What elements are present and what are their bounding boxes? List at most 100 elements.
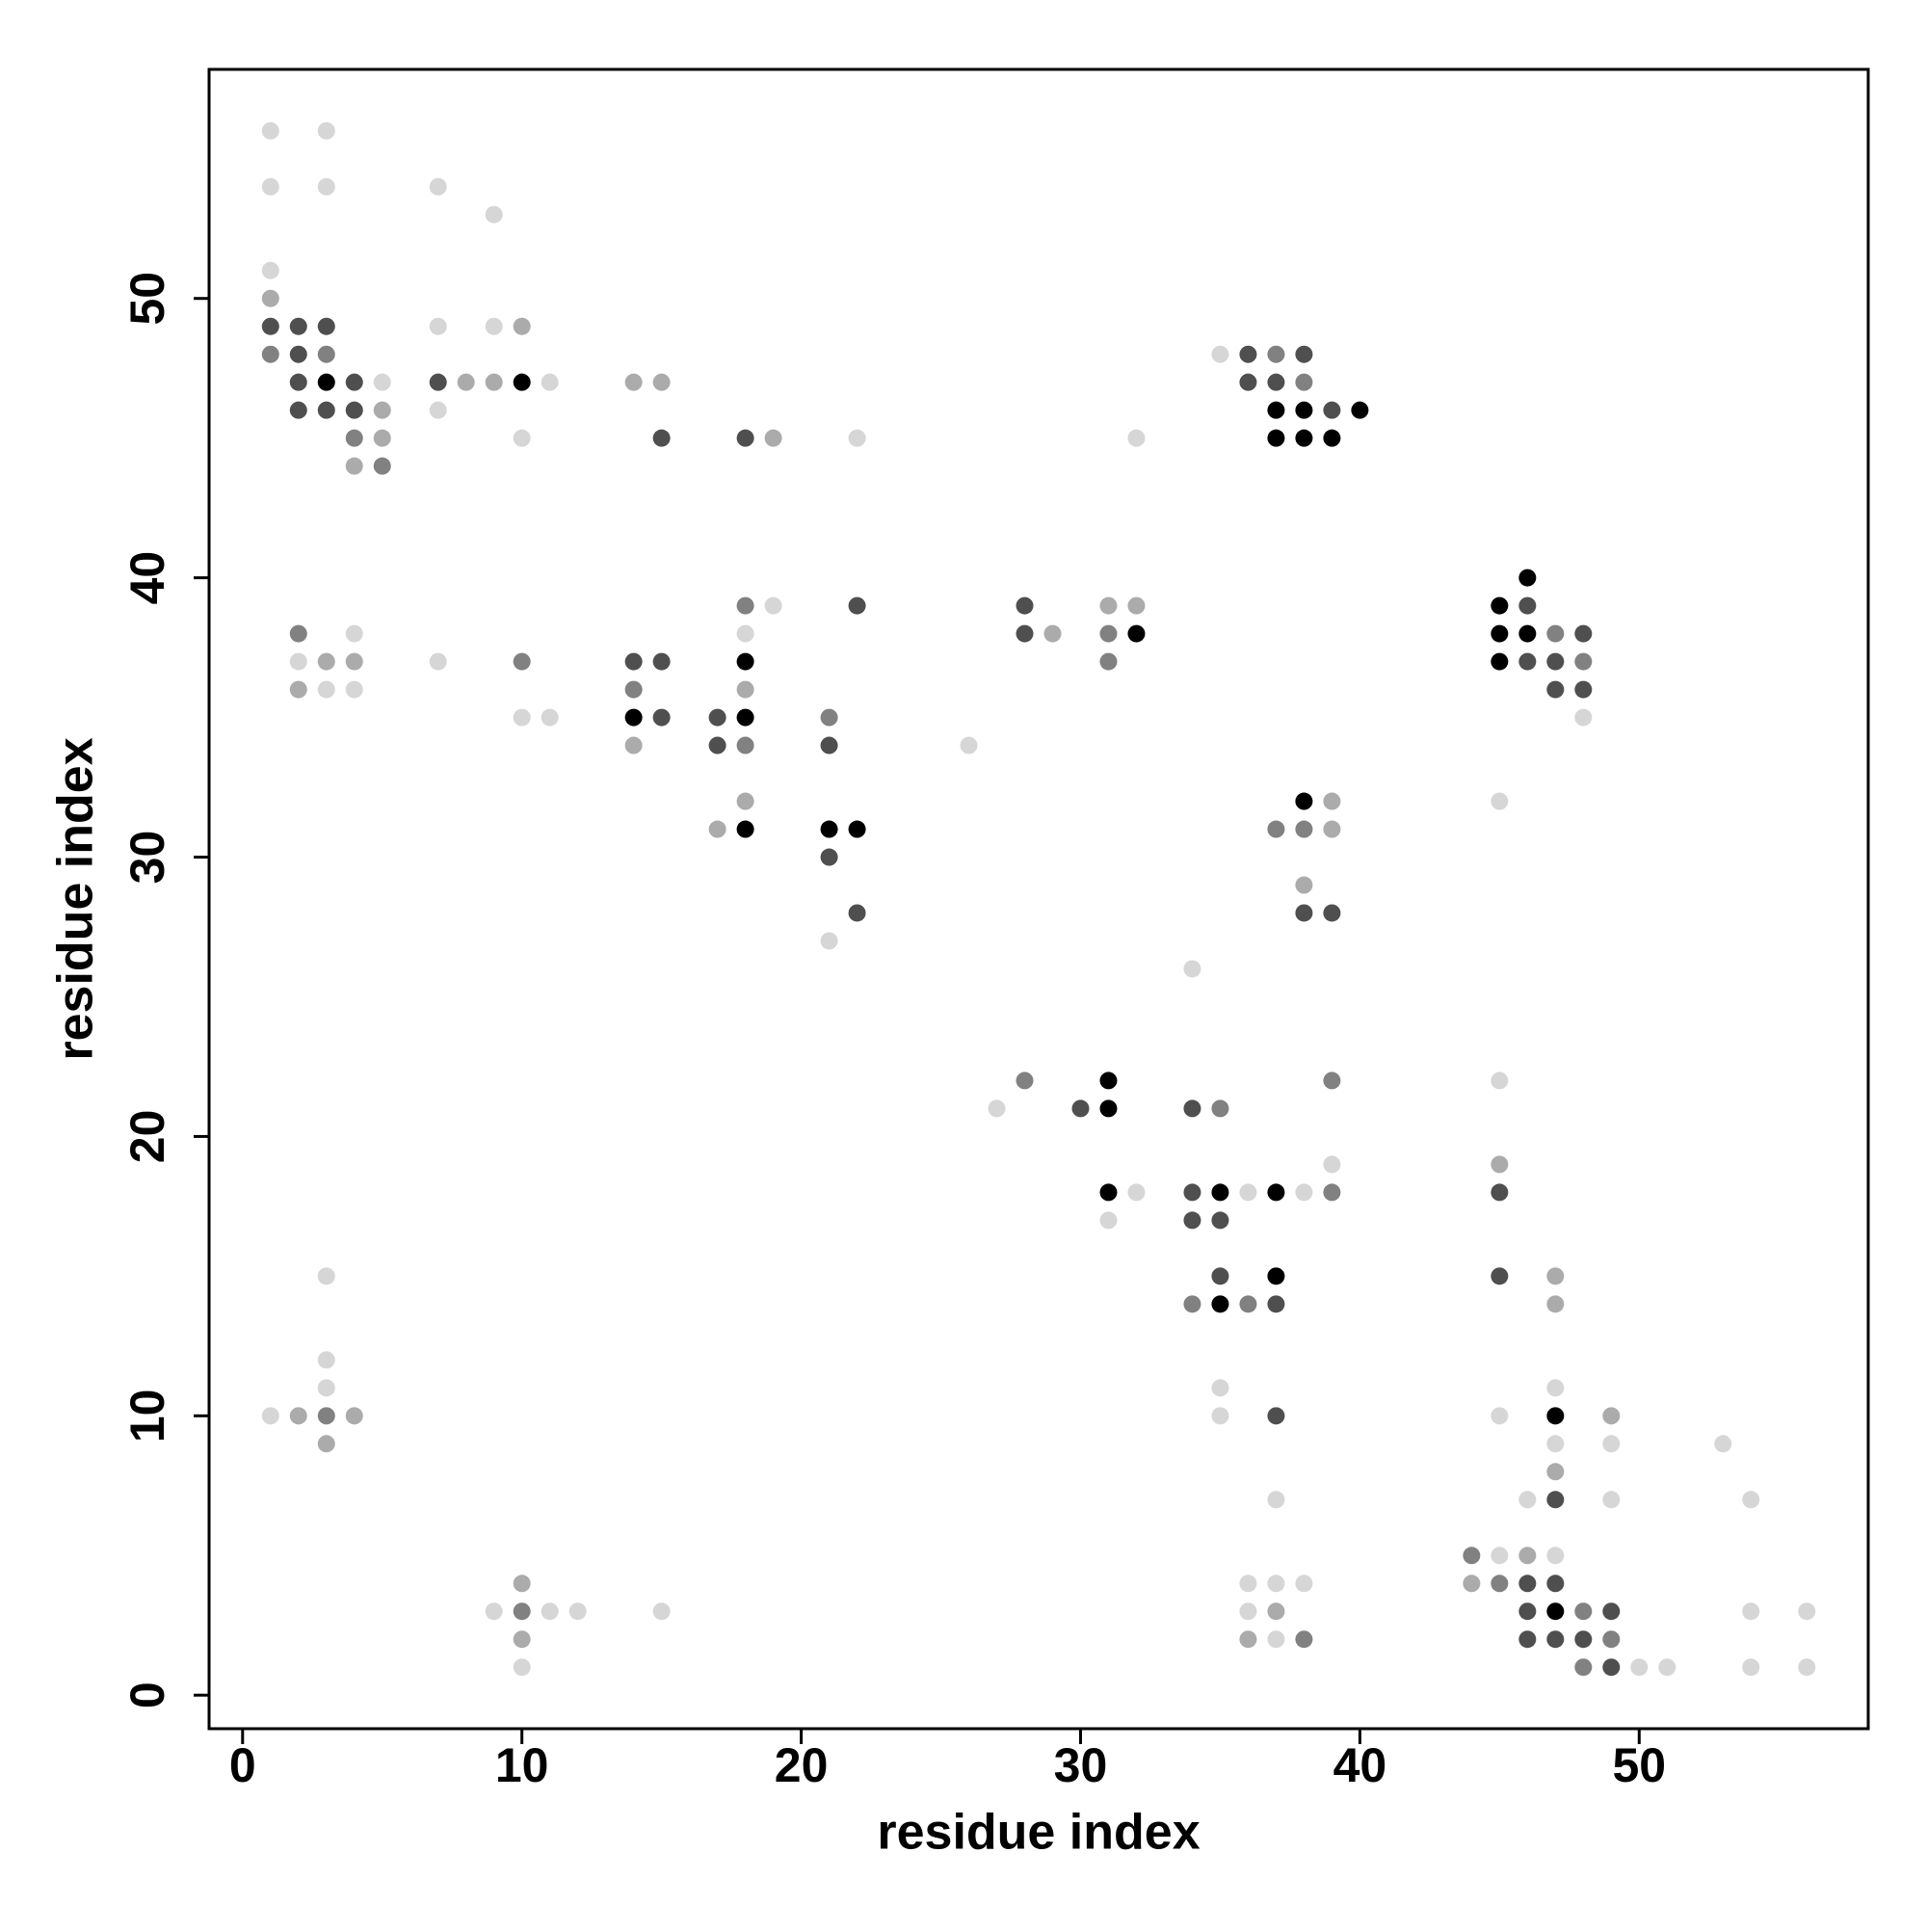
contact-point	[1518, 1602, 1537, 1621]
contact-point	[1491, 1547, 1509, 1565]
contact-point	[317, 345, 335, 363]
contact-point	[1239, 1575, 1257, 1593]
contact-point	[1491, 624, 1509, 643]
contact-point	[1239, 1183, 1257, 1202]
y-tick-label: 50	[120, 272, 174, 326]
contact-point	[848, 429, 866, 447]
contact-point	[429, 373, 447, 391]
contact-point	[1574, 1602, 1593, 1621]
contact-point	[624, 708, 643, 727]
contact-point	[1211, 1099, 1229, 1118]
contact-point	[513, 429, 531, 447]
contact-point	[1546, 1435, 1565, 1453]
contact-point	[1574, 652, 1593, 671]
contact-point	[1658, 1658, 1676, 1677]
contact-point	[1491, 1183, 1509, 1202]
contact-point	[345, 1407, 363, 1425]
contact-point	[1574, 680, 1593, 699]
contact-point	[1211, 1183, 1229, 1202]
contact-point	[541, 708, 559, 727]
contact-point	[345, 624, 363, 643]
contact-point	[1267, 1602, 1285, 1621]
contact-point	[1099, 624, 1118, 643]
contact-point	[1518, 1547, 1537, 1565]
contact-point	[1099, 1211, 1118, 1230]
contact-point	[1267, 1407, 1285, 1425]
contact-point	[261, 177, 279, 196]
contact-point	[1183, 1183, 1201, 1202]
contact-point	[1211, 1267, 1229, 1285]
contact-point	[736, 596, 754, 615]
contact-point	[1267, 345, 1285, 363]
contact-point	[1267, 1295, 1285, 1313]
contact-point	[1518, 596, 1537, 615]
contact-point	[820, 820, 838, 838]
contact-point	[345, 429, 363, 447]
contact-point	[1267, 820, 1285, 838]
x-axis-title: residue index	[877, 1805, 1200, 1861]
contact-point	[289, 680, 307, 699]
contact-point	[1099, 1099, 1118, 1118]
contact-point	[652, 373, 671, 391]
contact-point	[345, 457, 363, 475]
contact-point	[317, 317, 335, 335]
contact-point	[1295, 820, 1313, 838]
contact-point	[624, 736, 643, 754]
contact-point	[736, 429, 754, 447]
contact-point	[373, 457, 391, 475]
contact-point	[429, 652, 447, 671]
contact-point	[1602, 1602, 1621, 1621]
contact-point	[345, 401, 363, 419]
contact-point	[1016, 596, 1034, 615]
y-tick-label: 0	[120, 1681, 174, 1708]
contact-point	[1183, 1099, 1201, 1118]
contact-point	[457, 373, 475, 391]
contact-point	[429, 317, 447, 335]
contact-point	[289, 401, 307, 419]
contact-point	[1546, 680, 1565, 699]
contact-point	[317, 177, 335, 196]
contact-point	[1491, 652, 1509, 671]
contact-point	[736, 680, 754, 699]
contact-point	[1295, 1575, 1313, 1593]
contact-point	[820, 932, 838, 950]
contact-point	[652, 1602, 671, 1621]
contact-point	[1491, 792, 1509, 810]
contact-point	[1602, 1435, 1621, 1453]
contact-point	[1267, 1575, 1285, 1593]
contact-point	[652, 429, 671, 447]
contact-point	[1211, 1295, 1229, 1313]
contact-point	[1127, 1183, 1146, 1202]
y-tick-label: 40	[120, 551, 174, 605]
contact-point	[513, 708, 531, 727]
contact-point	[261, 317, 279, 335]
contact-point	[1295, 876, 1313, 894]
contact-point	[1546, 1407, 1565, 1425]
contact-point	[1016, 624, 1034, 643]
contact-point	[1546, 1491, 1565, 1509]
contact-point	[289, 624, 307, 643]
contact-point	[1295, 1630, 1313, 1649]
contact-point	[1267, 1491, 1285, 1509]
contact-point	[1546, 1379, 1565, 1397]
contact-point	[1127, 429, 1146, 447]
contact-point	[1574, 708, 1593, 727]
contact-point	[652, 652, 671, 671]
plot-frame	[207, 67, 1870, 1731]
contact-point	[1546, 1630, 1565, 1649]
contact-point	[1574, 624, 1593, 643]
contact-point	[1546, 1547, 1565, 1565]
contact-point	[1463, 1575, 1481, 1593]
contact-point	[1518, 569, 1537, 587]
contact-point	[1491, 1267, 1509, 1285]
contact-point	[1546, 1602, 1565, 1621]
contact-point	[1351, 401, 1369, 419]
contact-point	[1295, 429, 1313, 447]
contact-point	[1518, 652, 1537, 671]
contact-point	[820, 848, 838, 866]
contact-point	[1211, 1379, 1229, 1397]
contact-point	[1546, 1463, 1565, 1481]
contact-point	[848, 596, 866, 615]
x-tick-label: 50	[1612, 1738, 1666, 1792]
contact-point	[764, 429, 782, 447]
